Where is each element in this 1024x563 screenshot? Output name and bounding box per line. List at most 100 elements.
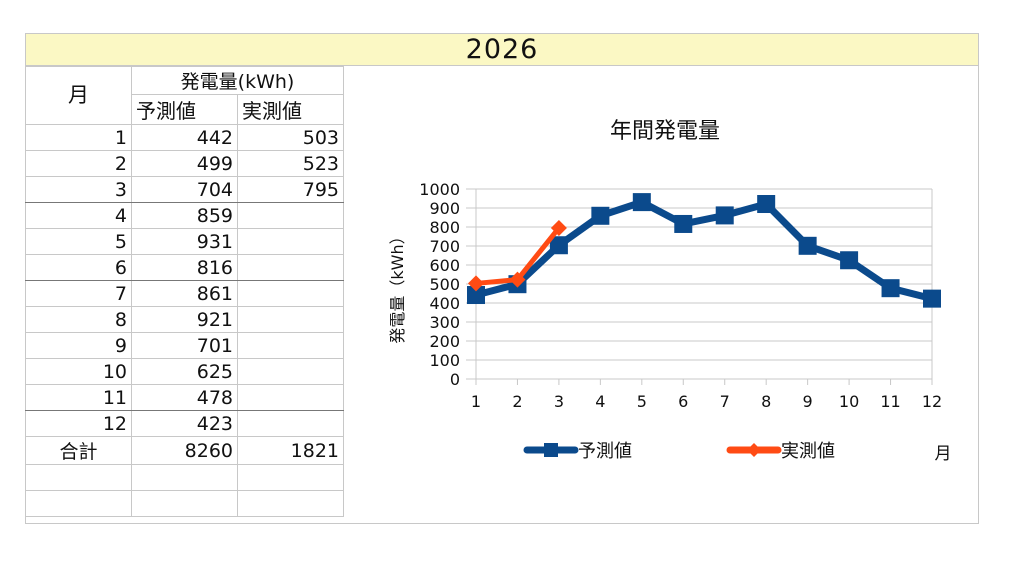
data-point-actual [509, 271, 526, 288]
total-actual[interactable]: 1821 [236, 436, 345, 465]
x-tick-label: 3 [554, 392, 564, 411]
table-row: 1 442 503 [25, 124, 345, 151]
actual-cell[interactable] [236, 254, 345, 281]
x-tick-label: 7 [720, 392, 730, 411]
data-point-forecast [757, 195, 776, 214]
table-row: 9 701 [25, 332, 345, 359]
actual-cell[interactable]: 795 [236, 176, 345, 203]
month-cell[interactable]: 9 [25, 332, 132, 359]
x-tick-label: 2 [512, 392, 522, 411]
table-row: 10 625 [25, 358, 345, 385]
month-cell[interactable]: 12 [25, 410, 132, 437]
month-cell[interactable]: 3 [25, 176, 132, 203]
table-row: 5 931 [25, 228, 345, 255]
forecast-cell[interactable]: 704 [131, 176, 238, 203]
total-label[interactable]: 合計 [25, 436, 132, 465]
y-tick-label: 0 [450, 370, 460, 389]
actual-cell[interactable] [236, 202, 345, 229]
x-tick-label: 9 [803, 392, 813, 411]
forecast-cell[interactable]: 921 [131, 306, 238, 333]
data-point-forecast [674, 214, 693, 233]
y-tick-label: 1000 [419, 180, 460, 199]
actual-cell[interactable]: 503 [236, 124, 345, 151]
table-row: 6 816 [25, 254, 345, 281]
empty-cell[interactable] [236, 490, 345, 517]
y-tick-label: 800 [429, 218, 460, 237]
forecast-cell[interactable]: 442 [131, 124, 238, 151]
empty-cell[interactable] [131, 464, 238, 491]
x-tick-label: 11 [880, 392, 900, 411]
data-point-forecast [632, 193, 651, 212]
year-title: 2026 [25, 33, 979, 66]
table-row: 12 423 [25, 410, 345, 437]
data-point-forecast [467, 286, 485, 305]
actual-cell[interactable] [236, 280, 345, 307]
data-point-forecast [923, 289, 941, 308]
data-point-forecast [591, 206, 610, 225]
month-header[interactable]: 月 [25, 66, 132, 125]
generation-header[interactable]: 発電量(kWh) [130, 66, 345, 95]
y-tick-label: 700 [429, 237, 460, 256]
table-row: 11 478 [25, 384, 345, 411]
table-row: 2 499 523 [25, 150, 345, 177]
actual-cell[interactable] [236, 228, 345, 255]
forecast-cell[interactable]: 701 [131, 332, 238, 359]
month-cell[interactable]: 1 [25, 124, 132, 151]
y-tick-label: 300 [429, 313, 460, 332]
forecast-cell[interactable]: 816 [131, 254, 238, 281]
forecast-cell[interactable]: 423 [131, 410, 238, 437]
data-point-actual [550, 219, 567, 236]
actual-cell[interactable] [236, 410, 345, 437]
month-cell[interactable]: 8 [25, 306, 132, 333]
forecast-cell[interactable]: 861 [131, 280, 238, 307]
y-tick-label: 400 [429, 294, 460, 313]
month-cell[interactable]: 10 [25, 358, 132, 385]
empty-cell[interactable] [25, 490, 132, 517]
month-cell[interactable]: 5 [25, 228, 132, 255]
legend-marker [544, 443, 558, 457]
empty-cell[interactable] [236, 464, 345, 491]
legend-label: 予測値 [578, 441, 632, 462]
x-tick-label: 5 [637, 392, 647, 411]
forecast-cell[interactable]: 931 [131, 228, 238, 255]
month-cell[interactable]: 6 [25, 254, 132, 281]
actual-cell[interactable] [236, 384, 345, 411]
x-tick-label: 1 [471, 392, 481, 411]
empty-cell[interactable] [131, 490, 238, 517]
month-cell[interactable]: 2 [25, 150, 132, 177]
data-point-forecast [549, 236, 568, 255]
legend-marker [747, 443, 761, 457]
x-tick-label: 4 [595, 392, 605, 411]
x-tick-label: 10 [839, 392, 859, 411]
x-tick-label: 6 [678, 392, 688, 411]
forecast-header[interactable]: 予測値 [131, 94, 238, 125]
actual-cell[interactable] [236, 306, 345, 333]
x-tick-label: 12 [922, 392, 942, 411]
month-cell[interactable]: 4 [25, 202, 132, 229]
data-point-forecast [881, 279, 900, 298]
forecast-cell[interactable]: 478 [131, 384, 238, 411]
y-axis-label: 発電量（kWh） [388, 228, 407, 343]
data-point-forecast [798, 236, 817, 255]
empty-cell[interactable] [25, 464, 132, 491]
table-row: 3 704 795 [25, 176, 345, 203]
actual-header[interactable]: 実測値 [236, 94, 345, 125]
month-cell[interactable]: 11 [25, 384, 132, 411]
data-point-actual [468, 275, 484, 292]
actual-cell[interactable]: 523 [236, 150, 345, 177]
y-tick-label: 900 [429, 199, 460, 218]
y-tick-label: 600 [429, 256, 460, 275]
y-tick-label: 100 [429, 351, 460, 370]
forecast-cell[interactable]: 499 [131, 150, 238, 177]
forecast-cell[interactable]: 625 [131, 358, 238, 385]
actual-cell[interactable] [236, 332, 345, 359]
chart-title: 年間発電量 [610, 119, 720, 144]
x-tick-label: 8 [761, 392, 771, 411]
total-forecast[interactable]: 8260 [131, 436, 238, 465]
actual-cell[interactable] [236, 358, 345, 385]
month-cell[interactable]: 7 [25, 280, 132, 307]
table-row: 7 861 [25, 280, 345, 307]
forecast-cell[interactable]: 859 [131, 202, 238, 229]
table-row: 8 921 [25, 306, 345, 333]
annual-generation-chart[interactable]: 年間発電量 発電量（kWh） 月 01002003004005006007008… [343, 66, 979, 524]
